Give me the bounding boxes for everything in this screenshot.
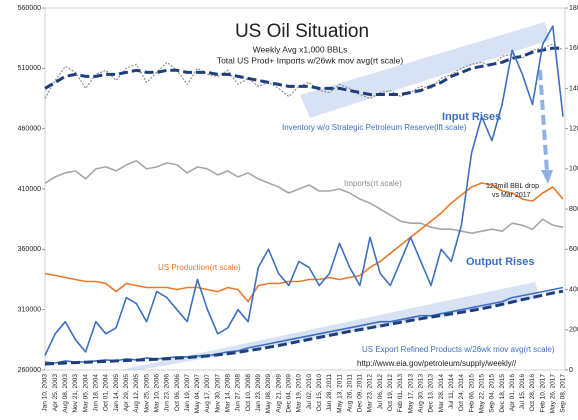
series-line	[44, 160, 564, 234]
x-tick-label: Feb 01, 2013	[397, 374, 404, 413]
series-label: Imports(rt scale)	[344, 179, 402, 188]
x-tick-label: Jun 18, 2004	[93, 374, 100, 412]
x-tick-label: Nov 30, 2007	[214, 374, 221, 413]
series-line	[44, 182, 564, 303]
x-tick-label: Apr 01, 2016	[509, 374, 516, 412]
y-tick-label: 510000	[18, 65, 41, 72]
y-tick-label: 310000	[18, 307, 41, 314]
y2-tick-label: 16000	[569, 45, 578, 52]
x-tick-label: Jul 06, 2012	[377, 374, 384, 410]
x-tick-label: May 04, 2007	[194, 374, 201, 414]
y-tick-label: 260000	[18, 367, 41, 374]
x-tick-label: Feb 06, 2015	[468, 374, 475, 413]
y2-tick-label: 12000	[569, 126, 578, 133]
x-tick-label: Jul 11, 2014	[448, 374, 455, 409]
x-tick-label: May 22, 2015	[478, 374, 485, 414]
x-tick-label: Mar 05, 2004	[82, 374, 89, 413]
arrow-head	[541, 170, 553, 184]
x-tick-label: Mar 28, 2014	[438, 374, 445, 413]
x-tick-label: Dec 09, 2011	[357, 374, 364, 413]
x-tick-label: Oct 15, 2010	[316, 374, 323, 412]
y2-tick-label: 18000	[569, 5, 578, 12]
x-tick-label: Aug 21, 2009	[275, 374, 282, 413]
x-tick-label: Dec 18, 2015	[499, 374, 506, 413]
y2-tick-label: 4000	[569, 286, 578, 293]
x-tick-label: Aug 26, 2011	[346, 374, 353, 413]
x-tick-label: Jan 28, 2011	[326, 374, 333, 411]
x-tick-label: Mar 19, 2010	[296, 374, 303, 413]
annotation: Output Rises	[466, 256, 534, 268]
annotation: 123mill BBL drop	[486, 183, 539, 190]
y2-tick-label: 8000	[569, 206, 578, 213]
x-tick-label: Jan 14, 2005	[113, 374, 120, 412]
series-line	[44, 25, 564, 356]
x-tick-label: Jul 15, 2016	[519, 374, 526, 410]
x-tick-label: Aug 08, 2003	[62, 374, 69, 413]
x-tick-label: Jul 02, 2010	[306, 374, 313, 410]
series-line	[44, 43, 564, 100]
drop-arrow	[538, 69, 549, 173]
trend-band	[300, 22, 550, 118]
x-tick-label: Nov 21, 2003	[72, 374, 79, 413]
x-tick-label: Jan 10, 2003	[42, 374, 49, 412]
annotation: vs Mar 2017	[492, 192, 531, 199]
chart-subtitle: Total US Prod+ Imports w/26wk mov avg(rt…	[217, 55, 404, 65]
x-tick-label: Mar 23, 2012	[367, 374, 374, 413]
x-tick-label: Oct 24, 2014	[458, 374, 465, 412]
y-tick-label: 410000	[18, 186, 41, 193]
x-tick-label: Aug 12, 2005	[133, 374, 140, 413]
y-tick-label: 460000	[18, 126, 41, 133]
series-label: US Production(rt scale)	[158, 263, 241, 272]
y2-tick-label: 2000	[569, 327, 578, 334]
x-tick-label: Sep 04, 2015	[489, 374, 496, 413]
x-tick-label: Oct 06, 2006	[174, 374, 181, 412]
x-tick-label: Nov 25, 2005	[143, 374, 150, 413]
x-tick-label: Oct 01, 2004	[103, 374, 110, 412]
y-tick-label: 360000	[18, 246, 41, 253]
x-tick-label: May 08, 2009	[265, 374, 272, 414]
trend-band	[120, 282, 540, 370]
y2-tick-label: 10000	[569, 166, 578, 173]
x-tick-label: Jan 19, 2007	[184, 374, 191, 412]
x-tick-label: Apr 29, 2005	[123, 374, 130, 412]
chart-title: US Oil Situation	[235, 21, 369, 42]
x-tick-label: May 13, 2011	[336, 374, 343, 413]
y-tick-label: 560000	[18, 5, 41, 12]
x-tick-label: Dec 04, 2009	[285, 374, 292, 413]
x-tick-label: Aug 30, 2013	[418, 374, 425, 413]
x-tick-label: Dec 13, 2013	[428, 374, 435, 413]
x-tick-label: Mar 10, 2006	[153, 374, 160, 413]
x-tick-label: Oct 19, 2012	[387, 374, 394, 412]
x-tick-label: Mar 14, 2008	[225, 374, 232, 413]
x-tick-label: Feb 10, 2017	[539, 374, 546, 413]
series-label: Inventory w/o Strategic Petroleum Reserv…	[282, 123, 467, 132]
y2-tick-label: 14000	[569, 85, 578, 92]
x-tick-label: Aug 17, 2007	[204, 374, 211, 413]
series-line	[44, 46, 563, 96]
x-tick-label: Sep 08, 2017	[560, 374, 567, 413]
x-tick-label: Jun 23, 2006	[164, 374, 171, 412]
x-tick-label: Oct 28, 2016	[529, 374, 536, 412]
annotation: Input Rises	[442, 111, 501, 123]
source-url: http://www.eia.gov/petroleum/supply/week…	[357, 359, 517, 368]
series-line	[44, 289, 564, 366]
y2-tick-label: 6000	[569, 246, 578, 253]
x-tick-label: May 26, 2017	[550, 374, 557, 414]
x-tick-label: Jun 27, 2008	[235, 374, 242, 412]
x-tick-label: Apr 25, 2003	[52, 374, 59, 412]
x-tick-label: Jan 23, 2009	[255, 374, 262, 412]
x-tick-label: May 17, 2013	[407, 374, 414, 414]
chart-subtitle: Weekly Avg x1,000 BBLs	[253, 44, 348, 54]
series-label: US Export Refined Products w/26wk mov av…	[362, 345, 555, 354]
y2-tick-label: 0	[569, 367, 573, 374]
x-tick-label: Oct 10, 2008	[245, 374, 252, 412]
